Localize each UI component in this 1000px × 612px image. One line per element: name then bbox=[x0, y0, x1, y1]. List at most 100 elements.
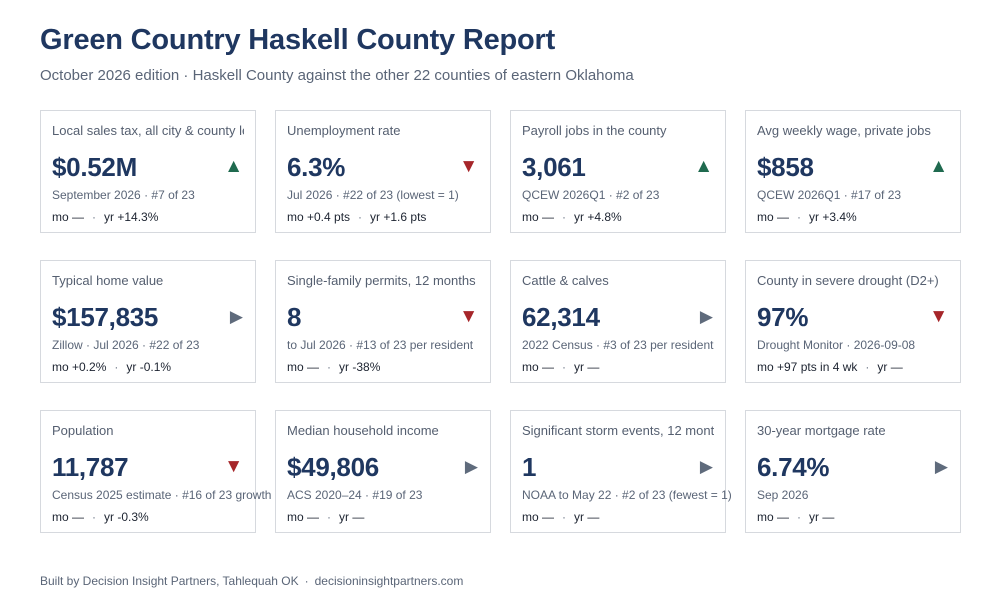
metric-label: Median household income bbox=[287, 423, 439, 438]
month-change: mo — bbox=[522, 360, 555, 374]
metric-change: mo — · yr -0.3% bbox=[52, 510, 149, 524]
triangle-right-icon: ▶ bbox=[699, 457, 713, 476]
triangle-up-icon: ▲ bbox=[694, 156, 713, 177]
metric-value: $0.52M bbox=[52, 152, 137, 182]
metric-source: Jul 2026 · #22 of 23 (lowest = 1) bbox=[287, 188, 459, 202]
change-separator: · bbox=[797, 210, 802, 224]
metric-change: mo — · yr +14.3% bbox=[52, 210, 158, 224]
year-change: yr — bbox=[809, 510, 835, 524]
metric-label: Avg weekly wage, private jobs bbox=[757, 123, 931, 138]
metric-value: $157,835 bbox=[52, 302, 159, 332]
change-separator: · bbox=[562, 360, 567, 374]
metric-value: 6.74% bbox=[757, 452, 830, 482]
metric-change: mo — · yr — bbox=[522, 510, 599, 524]
year-change: yr — bbox=[877, 360, 903, 374]
month-change: mo +97 pts in 4 wk bbox=[757, 360, 858, 374]
triangle-up-icon: ▲ bbox=[224, 156, 243, 177]
year-change: yr +14.3% bbox=[104, 210, 159, 224]
metric-value: 3,061 bbox=[522, 152, 586, 182]
month-change: mo — bbox=[522, 510, 555, 524]
metric-label: Typical home value bbox=[52, 273, 164, 288]
metric-change: mo — · yr +4.8% bbox=[522, 210, 622, 224]
month-change: mo +0.2% bbox=[52, 360, 107, 374]
metric-source: 2022 Census · #3 of 23 per resident bbox=[522, 338, 714, 352]
year-change: yr -38% bbox=[339, 360, 381, 374]
month-change: mo — bbox=[287, 360, 320, 374]
year-change: yr -0.1% bbox=[126, 360, 172, 374]
change-separator: · bbox=[327, 360, 332, 374]
triangle-down-icon: ▼ bbox=[929, 306, 948, 327]
month-change: mo +0.4 pts bbox=[287, 210, 351, 224]
metric-label: Payroll jobs in the county bbox=[522, 123, 667, 138]
metric-value: 62,314 bbox=[522, 302, 600, 332]
metric-value: $858 bbox=[757, 152, 814, 182]
triangle-right-icon: ▶ bbox=[699, 307, 713, 326]
metric-source: September 2026 · #7 of 23 bbox=[52, 188, 195, 202]
metric-change: mo +97 pts in 4 wk · yr — bbox=[757, 360, 903, 374]
page-title: Green Country Haskell County Report bbox=[40, 24, 556, 56]
metric-label: Population bbox=[52, 423, 114, 438]
metric-value: 1 bbox=[522, 452, 537, 482]
month-change: mo — bbox=[522, 210, 555, 224]
metric-change: mo — · yr -38% bbox=[287, 360, 380, 374]
metric-value: 8 bbox=[287, 302, 302, 332]
metric-card: Significant storm events, 12 months 1 ▶ NOA… bbox=[510, 410, 732, 533]
metric-card: Avg weekly wage, private jobs $858 ▲ QCEW 2… bbox=[745, 110, 961, 233]
metric-value: 97% bbox=[757, 302, 809, 332]
triangle-right-icon: ▶ bbox=[229, 307, 243, 326]
year-change: yr +4.8% bbox=[574, 210, 622, 224]
footer-separator: · bbox=[304, 574, 309, 588]
year-change: yr — bbox=[574, 510, 600, 524]
change-separator: · bbox=[865, 360, 870, 374]
metric-label: Cattle & calves bbox=[522, 273, 609, 288]
metric-source: to Jul 2026 · #13 of 23 per resident bbox=[287, 338, 474, 352]
triangle-up-icon: ▲ bbox=[929, 156, 948, 177]
change-separator: · bbox=[358, 210, 363, 224]
metric-label: County in severe drought (D2+) bbox=[757, 273, 939, 288]
metric-card: Cattle & calves 62,314 ▶ 2022 Census · #3 o… bbox=[510, 260, 726, 383]
metric-label: Local sales tax, all city & county levie… bbox=[52, 123, 244, 138]
metric-card: Population 11,787 ▼ Census 2025 estimate · … bbox=[40, 410, 271, 533]
metric-label: 30-year mortgage rate bbox=[757, 423, 886, 438]
metric-change: mo — · yr +3.4% bbox=[757, 210, 857, 224]
metric-change: mo +0.2% · yr -0.1% bbox=[52, 360, 171, 374]
metric-change: mo — · yr — bbox=[522, 360, 599, 374]
month-change: mo — bbox=[757, 210, 790, 224]
change-separator: · bbox=[562, 210, 567, 224]
metric-card: County in severe drought (D2+) 97% ▼ Drough… bbox=[745, 260, 961, 383]
change-separator: · bbox=[92, 210, 97, 224]
metric-change: mo — · yr — bbox=[757, 510, 834, 524]
metric-value: $49,806 bbox=[287, 452, 379, 482]
footer-website-link[interactable]: decisioninsightpartners.com bbox=[314, 574, 464, 588]
metric-label: Unemployment rate bbox=[287, 123, 401, 138]
triangle-right-icon: ▶ bbox=[934, 457, 948, 476]
metric-label: Significant storm events, 12 months bbox=[522, 423, 714, 438]
metric-value: 6.3% bbox=[287, 152, 346, 182]
change-separator: · bbox=[327, 510, 332, 524]
metric-card: Local sales tax, all city & county levie… bbox=[40, 110, 256, 233]
metric-source: Drought Monitor · 2026-09-08 bbox=[757, 338, 916, 352]
triangle-right-icon: ▶ bbox=[464, 457, 478, 476]
metric-card: Unemployment rate 6.3% ▼ Jul 2026 · #22 of … bbox=[275, 110, 491, 233]
metric-card: Median household income $49,806 ▶ ACS 2020–… bbox=[275, 410, 491, 533]
metric-source: QCEW 2026Q1 · #17 of 23 bbox=[757, 188, 902, 202]
metric-source: QCEW 2026Q1 · #2 of 23 bbox=[522, 188, 660, 202]
metric-card-grid: Local sales tax, all city & county levie… bbox=[40, 110, 961, 533]
change-separator: · bbox=[114, 360, 119, 374]
month-change: mo — bbox=[757, 510, 790, 524]
metric-change: mo +0.4 pts · yr +1.6 pts bbox=[287, 210, 426, 224]
metric-source: Sep 2026 bbox=[757, 488, 809, 502]
year-change: yr — bbox=[574, 360, 600, 374]
footer-credit: Built by Decision Insight Partners, Tahl… bbox=[40, 574, 299, 588]
metric-label: Single-family permits, 12 months bbox=[287, 273, 476, 288]
year-change: yr +3.4% bbox=[809, 210, 857, 224]
year-change: yr -0.3% bbox=[104, 510, 149, 524]
metric-card: 30-year mortgage rate 6.74% ▶ Sep 2026 mo — ·… bbox=[745, 410, 961, 533]
metric-card: Single-family permits, 12 months 8 ▼ to Jul… bbox=[275, 260, 491, 383]
change-separator: · bbox=[92, 510, 97, 524]
year-change: yr +1.6 pts bbox=[370, 210, 427, 224]
change-separator: · bbox=[797, 510, 802, 524]
metric-card: Payroll jobs in the county 3,061 ▲ QCEW 202… bbox=[510, 110, 726, 233]
metric-source: ACS 2020–24 · #19 of 23 bbox=[287, 488, 423, 502]
triangle-down-icon: ▼ bbox=[224, 456, 243, 477]
